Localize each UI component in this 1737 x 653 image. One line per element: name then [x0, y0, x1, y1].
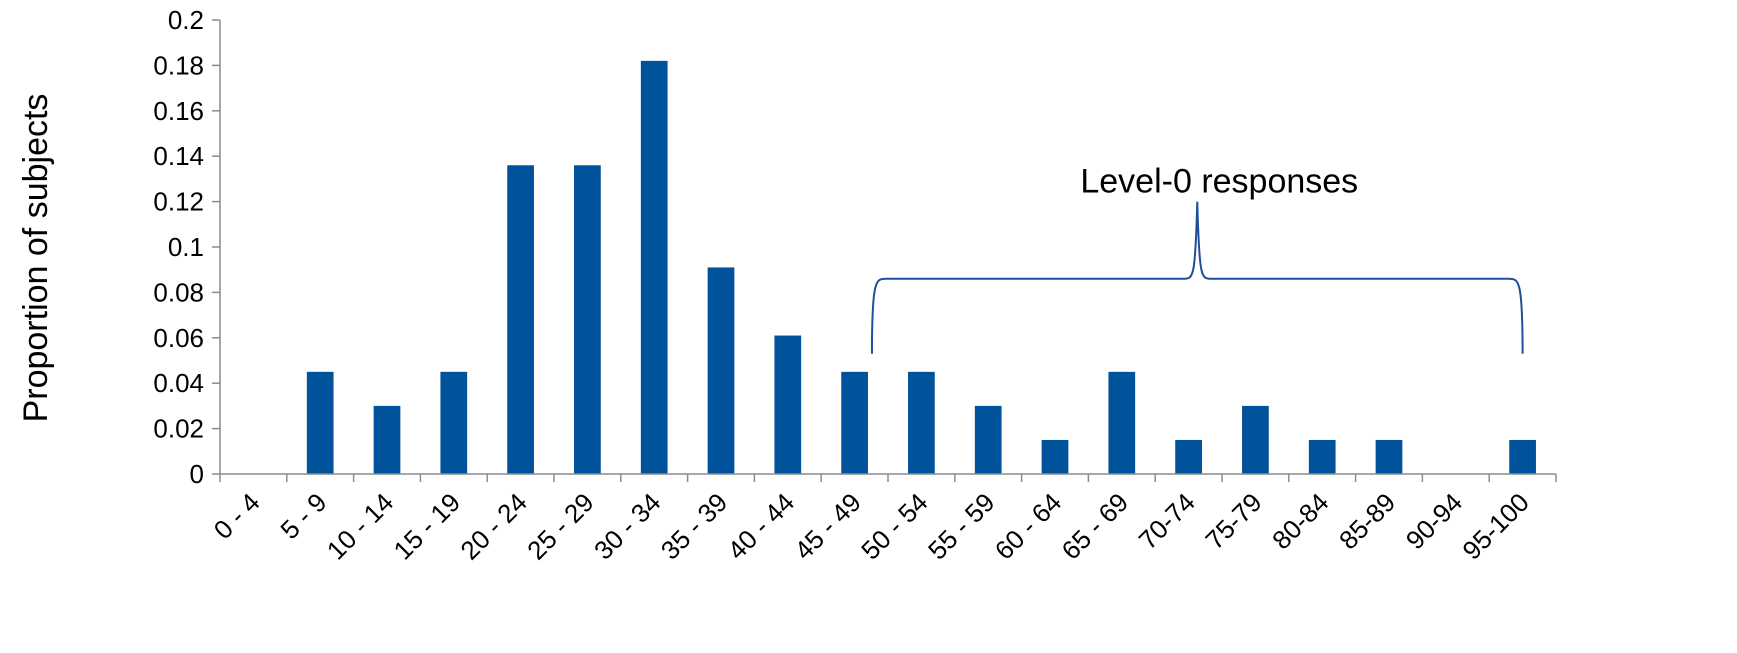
bar — [306, 371, 334, 474]
bar — [574, 165, 601, 474]
x-tick-label: 55 - 59 — [922, 487, 1000, 565]
bar — [707, 267, 735, 474]
y-tick-label: 0.16 — [153, 96, 204, 126]
bar — [974, 405, 1002, 474]
x-tick-label: 15 - 19 — [388, 487, 466, 565]
bar — [1509, 439, 1536, 474]
x-tick-label: 75-79 — [1199, 487, 1267, 555]
bar — [774, 335, 802, 474]
y-tick-label: 0.02 — [153, 414, 204, 444]
x-tick-label: 95-100 — [1456, 487, 1534, 565]
bar — [1308, 439, 1336, 474]
x-tick-label: 20 - 24 — [454, 487, 532, 565]
x-tick-label: 50 - 54 — [855, 487, 933, 565]
x-tick-label: 80-84 — [1266, 487, 1334, 555]
x-tick-label: 25 - 29 — [521, 487, 599, 565]
x-tick-label: 35 - 39 — [655, 487, 733, 565]
x-tick-label: 10 - 14 — [321, 487, 399, 565]
level-0-annotation: Level-0 responses — [870, 163, 1524, 354]
bar — [1108, 371, 1136, 474]
y-tick-label: 0.1 — [168, 232, 204, 262]
y-tick-label: 0.18 — [153, 50, 204, 80]
x-tick-label: 85-89 — [1333, 487, 1401, 555]
bar — [440, 371, 468, 474]
y-tick-label: 0.12 — [153, 187, 204, 217]
y-axis: 0 0.02 0.04 0.06 0.08 0.1 0.12 0.14 0.16 0.18 0.2 — [153, 5, 221, 489]
x-tick-label: 45 - 49 — [788, 487, 866, 565]
bar — [1242, 405, 1269, 474]
x-tick-label: 30 - 34 — [588, 487, 666, 565]
bars — [306, 60, 1536, 475]
annotation-bracket — [870, 201, 1524, 354]
y-tick-label: 0.14 — [153, 141, 204, 171]
annotation-label: Level-0 responses — [1080, 163, 1358, 201]
bar — [373, 405, 401, 474]
x-tick-label: 5 - 9 — [274, 487, 332, 545]
bar — [1175, 439, 1202, 474]
y-tick-label: 0.06 — [153, 323, 204, 353]
y-axis-label: Proportion of subjects — [17, 94, 55, 423]
y-tick-label: 0 — [190, 459, 204, 489]
bar — [1375, 439, 1403, 474]
x-tick-label: 60 - 64 — [989, 487, 1067, 565]
bar — [507, 165, 534, 474]
bar — [1041, 439, 1069, 474]
bar — [841, 371, 868, 474]
bar — [640, 60, 668, 475]
x-tick-label: 70-74 — [1133, 487, 1201, 555]
y-tick-label: 0.04 — [153, 368, 204, 398]
bar — [908, 371, 935, 474]
y-tick-label: 0.08 — [153, 277, 204, 307]
x-tick-label: 0 - 4 — [208, 487, 266, 545]
x-tick-label: 65 - 69 — [1056, 487, 1134, 565]
y-tick-label: 0.2 — [168, 5, 204, 35]
x-tick-label: 40 - 44 — [722, 487, 800, 565]
